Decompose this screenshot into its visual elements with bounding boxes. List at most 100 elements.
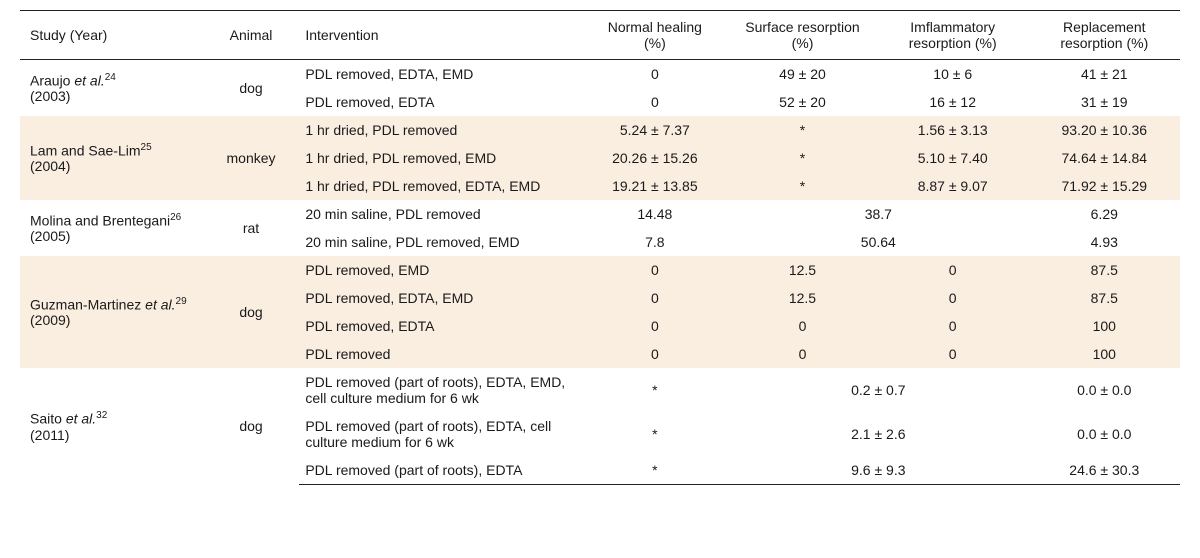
study-author: Saito (30, 411, 66, 427)
study-cell: Saito et al.32(2011) (20, 368, 203, 485)
surface-cell: * (728, 172, 877, 200)
inflam-cell: 8.87 ± 9.07 (877, 172, 1029, 200)
surface-cell: 0 (728, 340, 877, 368)
intervention-cell: 1 hr dried, PDL removed, EMD (299, 144, 581, 172)
study-ref: 29 (176, 296, 187, 307)
surface-cell: 52 ± 20 (728, 88, 877, 116)
study-ref: 25 (141, 142, 152, 153)
intervention-cell: PDL removed, EDTA (299, 312, 581, 340)
replace-cell: 100 (1029, 312, 1180, 340)
header-surface-l1: Surface resorption (745, 19, 859, 35)
study-year: (2011) (30, 427, 69, 443)
header-normal: Normal healing (%) (582, 11, 729, 60)
normal-cell: 0 (582, 340, 729, 368)
inflam-cell: 0 (877, 284, 1029, 312)
study-ref: 32 (96, 410, 107, 421)
intervention-cell: PDL removed, EDTA, EMD (299, 60, 581, 89)
surface-cell: 49 ± 20 (728, 60, 877, 89)
study-year: (2004) (30, 158, 70, 174)
intervention-cell: 20 min saline, PDL removed (299, 200, 581, 228)
replace-cell: 31 ± 19 (1029, 88, 1180, 116)
header-study: Study (Year) (20, 11, 203, 60)
replace-cell: 4.93 (1029, 228, 1180, 256)
study-author: Araujo (30, 72, 74, 88)
surface-cell: 12.5 (728, 256, 877, 284)
surface-cell: * (728, 144, 877, 172)
animal-cell: dog (203, 60, 300, 117)
replace-cell: 71.92 ± 15.29 (1029, 172, 1180, 200)
intervention-cell: 1 hr dried, PDL removed (299, 116, 581, 144)
merged-resorption-cell: 9.6 ± 9.3 (728, 456, 1028, 485)
study-year: (2005) (30, 228, 70, 244)
normal-cell: 20.26 ± 15.26 (582, 144, 729, 172)
study-year: (2003) (30, 88, 70, 104)
header-inflam: Imflammatory resorption (%) (877, 11, 1029, 60)
header-surface-l2: (%) (792, 35, 814, 51)
normal-cell: 0 (582, 312, 729, 340)
intervention-cell: 20 min saline, PDL removed, EMD (299, 228, 581, 256)
table-row: Saito et al.32(2011)dogPDL removed (part… (20, 368, 1180, 412)
study-author: Lam and Sae-Lim (30, 142, 141, 158)
replace-cell: 6.29 (1029, 200, 1180, 228)
merged-resorption-cell: 2.1 ± 2.6 (728, 412, 1028, 456)
study-cell: Lam and Sae-Lim25 (2004) (20, 116, 203, 200)
study-cell: Guzman-Martinez et al.29(2009) (20, 256, 203, 368)
animal-cell: dog (203, 368, 300, 485)
inflam-cell: 0 (877, 312, 1029, 340)
inflam-cell: 5.10 ± 7.40 (877, 144, 1029, 172)
replace-cell: 87.5 (1029, 284, 1180, 312)
normal-cell: 7.8 (582, 228, 729, 256)
study-table: Study (Year) Animal Intervention Normal … (20, 10, 1180, 485)
normal-cell: * (582, 412, 729, 456)
normal-cell: 0 (582, 60, 729, 89)
surface-cell: 12.5 (728, 284, 877, 312)
replace-cell: 24.6 ± 30.3 (1029, 456, 1180, 485)
merged-resorption-cell: 0.2 ± 0.7 (728, 368, 1028, 412)
intervention-cell: PDL removed (part of roots), EDTA, cell … (299, 412, 581, 456)
normal-cell: 0 (582, 284, 729, 312)
inflam-cell: 0 (877, 256, 1029, 284)
inflam-cell: 1.56 ± 3.13 (877, 116, 1029, 144)
header-inflam-l2: resorption (%) (909, 35, 997, 51)
normal-cell: * (582, 368, 729, 412)
normal-cell: 0 (582, 88, 729, 116)
header-row: Study (Year) Animal Intervention Normal … (20, 11, 1180, 60)
header-replace-l2: resorption (%) (1060, 35, 1148, 51)
merged-resorption-cell: 50.64 (728, 228, 1028, 256)
replace-cell: 0.0 ± 0.0 (1029, 368, 1180, 412)
inflam-cell: 10 ± 6 (877, 60, 1029, 89)
merged-resorption-cell: 38.7 (728, 200, 1028, 228)
table-row: Araujo et al.24(2003)dogPDL removed, EDT… (20, 60, 1180, 89)
replace-cell: 0.0 ± 0.0 (1029, 412, 1180, 456)
intervention-cell: PDL removed (299, 340, 581, 368)
header-intervention: Intervention (299, 11, 581, 60)
study-author: Guzman-Martinez (30, 296, 145, 312)
table-row: Guzman-Martinez et al.29(2009)dogPDL rem… (20, 256, 1180, 284)
normal-cell: 19.21 ± 13.85 (582, 172, 729, 200)
study-etal: et al. (145, 296, 175, 312)
normal-cell: 5.24 ± 7.37 (582, 116, 729, 144)
intervention-cell: PDL removed, EDTA (299, 88, 581, 116)
replace-cell: 93.20 ± 10.36 (1029, 116, 1180, 144)
replace-cell: 100 (1029, 340, 1180, 368)
header-normal-l2: (%) (644, 35, 666, 51)
header-replace: Replacement resorption (%) (1029, 11, 1180, 60)
surface-cell: * (728, 116, 877, 144)
table-row: Lam and Sae-Lim25(2004)monkey1 hr dried,… (20, 116, 1180, 144)
replace-cell: 41 ± 21 (1029, 60, 1180, 89)
normal-cell: * (582, 456, 729, 485)
table-body: Araujo et al.24(2003)dogPDL removed, EDT… (20, 60, 1180, 485)
study-ref: 26 (170, 212, 181, 223)
study-cell: Araujo et al.24(2003) (20, 60, 203, 117)
study-ref: 24 (105, 72, 116, 83)
study-cell: Molina and Brentegani26(2005) (20, 200, 203, 256)
replace-cell: 87.5 (1029, 256, 1180, 284)
intervention-cell: 1 hr dried, PDL removed, EDTA, EMD (299, 172, 581, 200)
animal-cell: dog (203, 256, 300, 368)
header-inflam-l1: Imflammatory (910, 19, 995, 35)
surface-cell: 0 (728, 312, 877, 340)
intervention-cell: PDL removed (part of roots), EDTA (299, 456, 581, 485)
animal-cell: monkey (203, 116, 300, 200)
normal-cell: 14.48 (582, 200, 729, 228)
replace-cell: 74.64 ± 14.84 (1029, 144, 1180, 172)
